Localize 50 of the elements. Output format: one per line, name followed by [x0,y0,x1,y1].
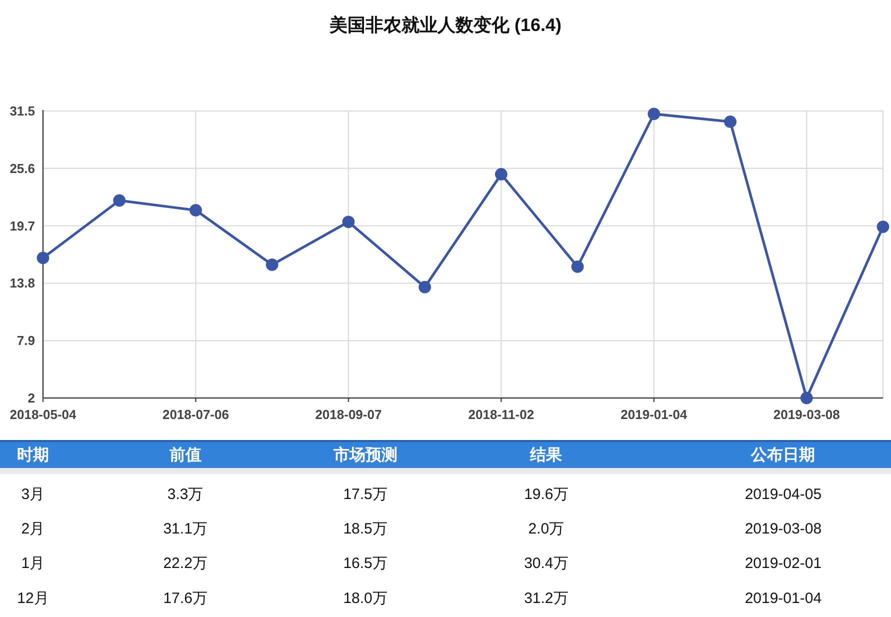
text: 18.0万 [343,590,388,607]
point [36,252,50,264]
point [190,204,202,216]
text: 17.5万 [343,486,388,503]
x-tick-label: 2018-07-06 [162,407,229,422]
title: 美国非农就业人数变化 (16.4) [329,15,562,35]
point [266,258,278,271]
text: 2019-01-04 [744,590,822,607]
point [113,194,126,207]
category-label: 市场预测 [332,446,398,464]
text: 31.1万 [163,520,208,538]
y-tick-label: 25.6 [10,160,35,176]
point [724,116,736,128]
text: 16.5万 [343,555,388,572]
point [494,168,508,180]
x-tick-label: 2018-09-07 [315,407,382,422]
text: 2019-03-08 [744,520,822,538]
text: 31.2万 [524,590,568,607]
category-label: 时期 [16,446,49,464]
point [418,280,432,294]
text: 18.5万 [343,520,388,538]
y-tick-label: 2 [28,390,35,406]
point [800,392,813,404]
point [876,220,890,233]
y-tick-label: 19.7 [10,218,35,234]
text: 19.6万 [524,486,568,503]
x-tick-label: 2018-05-04 [10,407,78,422]
text: 3.3万 [167,486,204,503]
text: 2.0万 [528,520,564,538]
x-tick-label: 2018-11-02 [468,407,534,422]
y-tick-label: 7.9 [16,333,35,348]
text: 12月 [17,590,49,607]
category-label: 结果 [529,446,564,464]
point [342,216,355,228]
text: 2019-04-05 [744,486,822,503]
text: 30.4万 [524,555,568,572]
point [571,260,584,273]
text: 22.2万 [163,555,208,572]
category-label: 公布日期 [750,446,816,464]
y-tick-label: 31.5 [10,104,35,118]
x-tick-label: 2019-03-08 [773,407,840,422]
category-label: 前值 [168,446,202,464]
point [648,108,660,120]
text: 2月 [21,520,45,538]
x-tick-label: 2019-01-04 [620,407,688,422]
text: 2019-02-01 [744,555,822,572]
y-tick-label: 13.8 [10,276,35,291]
text: 3月 [21,486,45,503]
text: 1月 [21,555,45,572]
text: 17.6万 [163,590,208,607]
